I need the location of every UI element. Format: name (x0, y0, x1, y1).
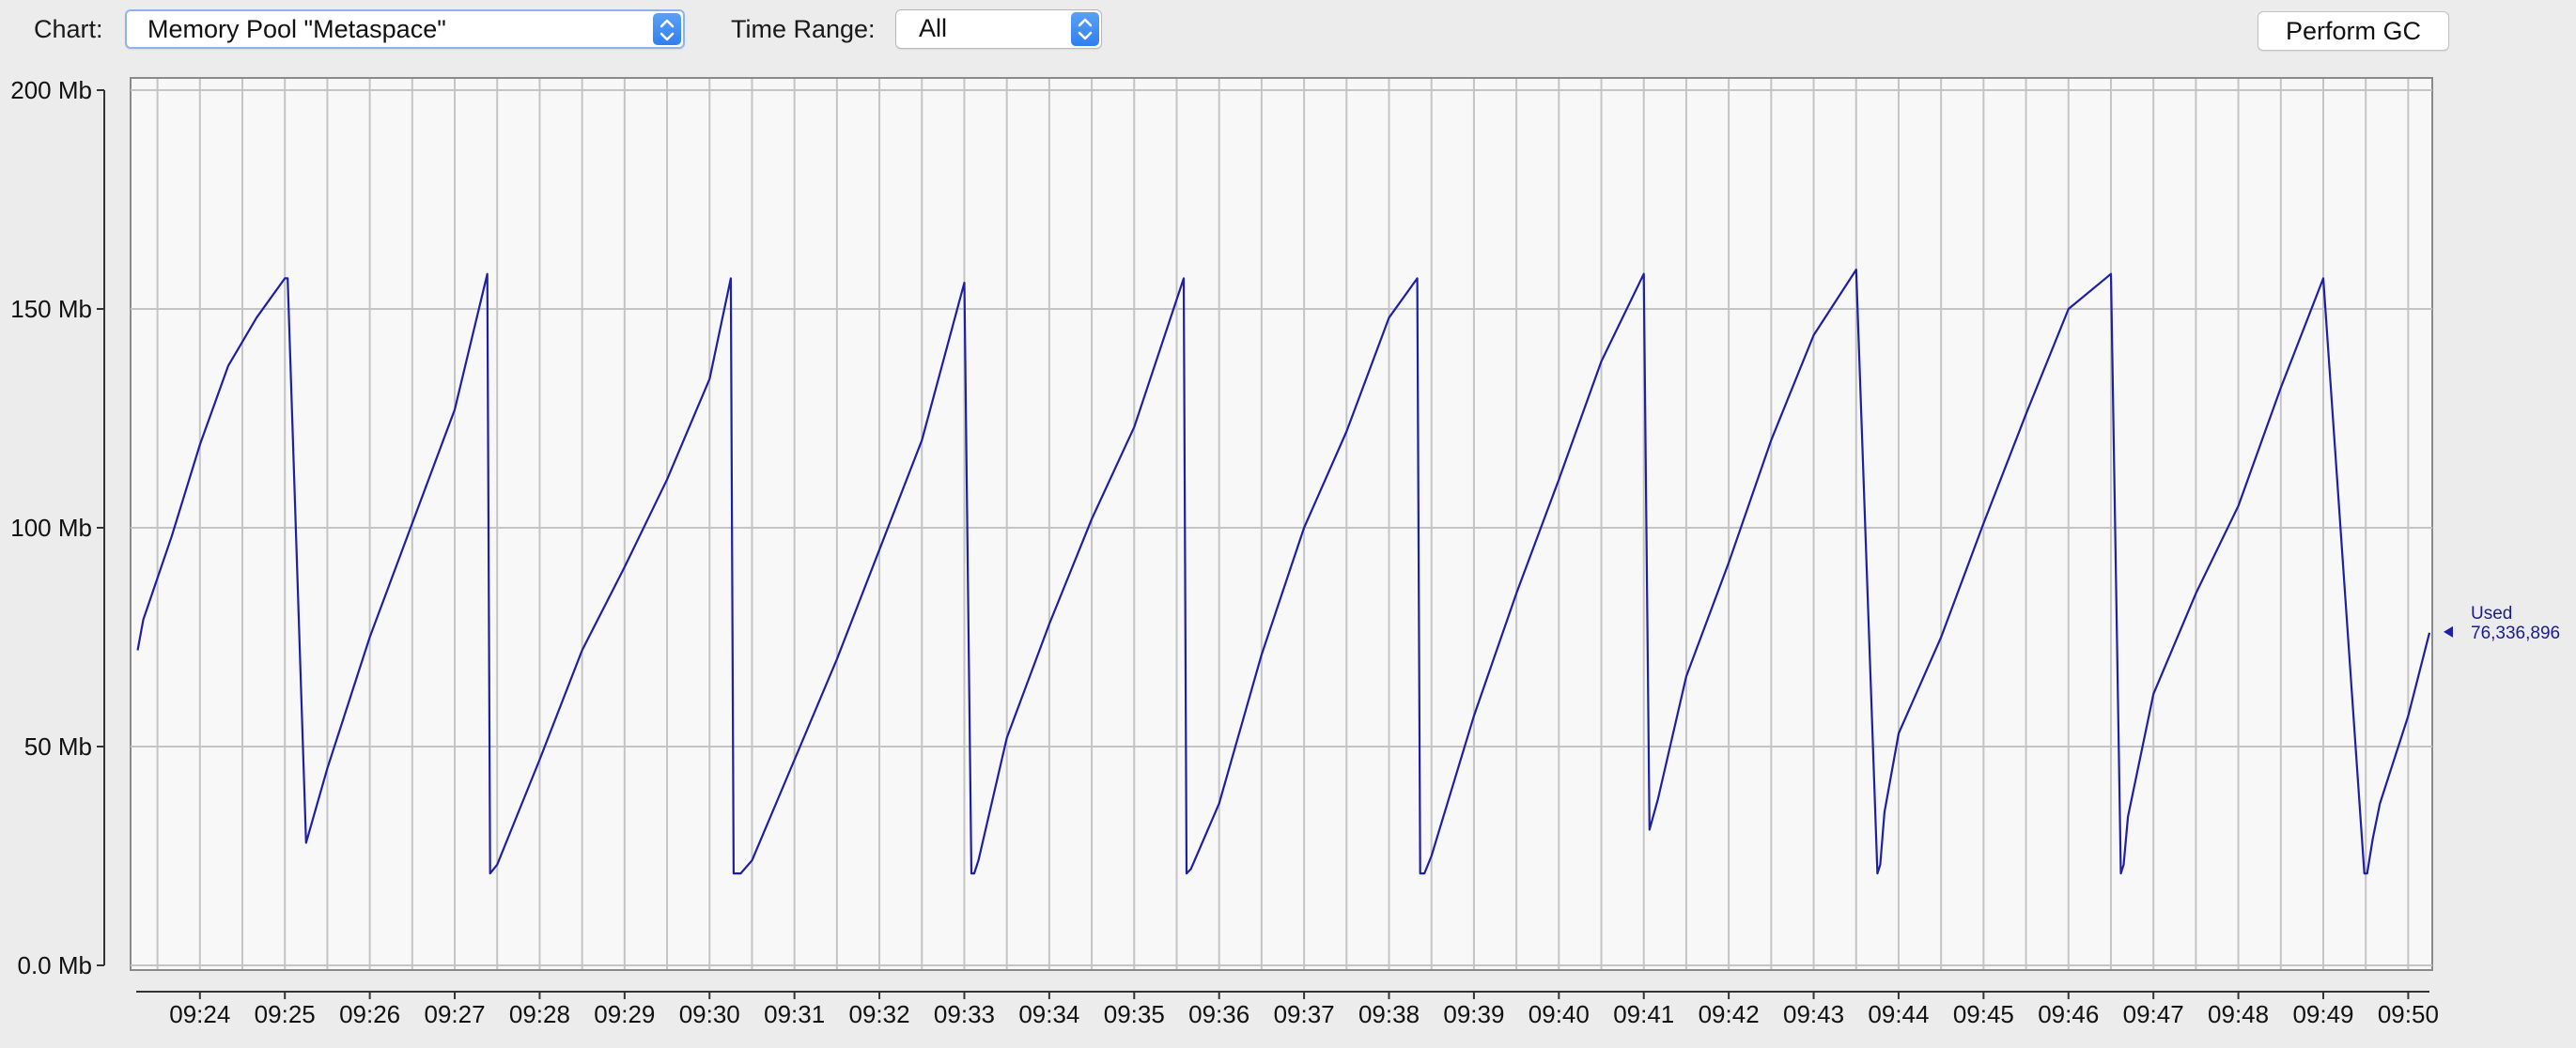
y-tick-label: 150 Mb (10, 295, 92, 323)
x-tick-label: 09:49 (2292, 1000, 2353, 1028)
x-tick-label: 09:41 (1613, 1000, 1674, 1028)
x-tick-label: 09:44 (1868, 1000, 1929, 1028)
time-range-value: All (919, 14, 948, 42)
x-tick-label: 09:24 (169, 1000, 230, 1028)
x-tick-label: 09:50 (2378, 1000, 2439, 1028)
x-tick-label: 09:38 (1358, 1000, 1420, 1028)
x-tick-label: 09:36 (1188, 1000, 1249, 1028)
y-tick-label: 100 Mb (10, 514, 92, 542)
x-tick-label: 09:29 (594, 1000, 655, 1028)
x-tick-label: 09:33 (934, 1000, 995, 1028)
x-tick-label: 09:31 (764, 1000, 825, 1028)
series-legend: Used 76,336,896 (2444, 604, 2560, 643)
y-tick-label: 200 Mb (10, 76, 92, 104)
x-tick-label: 09:34 (1018, 1000, 1079, 1028)
x-tick-label: 09:37 (1274, 1000, 1335, 1028)
axes (97, 89, 2429, 999)
series-line-used (136, 269, 2431, 875)
x-tick-label: 09:28 (509, 1000, 570, 1028)
x-tick-label: 09:45 (1953, 1000, 2014, 1028)
y-tick-label: 0.0 Mb (18, 951, 93, 979)
x-tick-label: 09:25 (255, 1000, 316, 1028)
x-tick-label: 09:42 (1699, 1000, 1760, 1028)
x-tick-label: 09:27 (424, 1000, 485, 1028)
x-tick-label: 09:48 (2208, 1000, 2269, 1028)
dropdown-arrows-icon (1071, 12, 1099, 46)
chart-selector-value: Memory Pool "Metaspace" (147, 15, 446, 43)
x-tick-label: 09:26 (339, 1000, 400, 1028)
x-tick-label: 09:43 (1783, 1000, 1844, 1028)
x-tick-label: 09:47 (2123, 1000, 2184, 1028)
legend-series-name: Used (2471, 604, 2512, 624)
y-tick-label: 50 Mb (24, 732, 92, 761)
x-tick-labels: 09:24 09:25 09:26 09:27 09:28 09:29 09:30 09:31… (169, 1000, 2439, 1028)
x-tick-label: 09:40 (1529, 1000, 1590, 1028)
plot-area (130, 77, 2433, 971)
legend-series-value: 76,336,896 (2471, 624, 2560, 643)
grid-lines (131, 79, 2432, 969)
chart-selector-label: Chart: (34, 15, 103, 43)
perform-gc-button[interactable]: Perform GC (2258, 11, 2449, 51)
x-tick-label: 09:46 (2038, 1000, 2099, 1028)
legend-pointer-icon (2444, 625, 2453, 638)
time-range-dropdown[interactable]: All (895, 9, 1102, 49)
chart-selector-dropdown[interactable]: Memory Pool "Metaspace" (125, 9, 685, 49)
time-range-label: Time Range: (731, 15, 876, 43)
y-tick-labels: 0.0 Mb 50 Mb 100 Mb 150 Mb 200 Mb (10, 76, 92, 979)
dropdown-arrows-icon (653, 13, 681, 45)
x-tick-label: 09:30 (679, 1000, 740, 1028)
x-tick-label: 09:35 (1104, 1000, 1165, 1028)
x-tick-label: 09:32 (849, 1000, 910, 1028)
x-tick-label: 09:39 (1443, 1000, 1504, 1028)
